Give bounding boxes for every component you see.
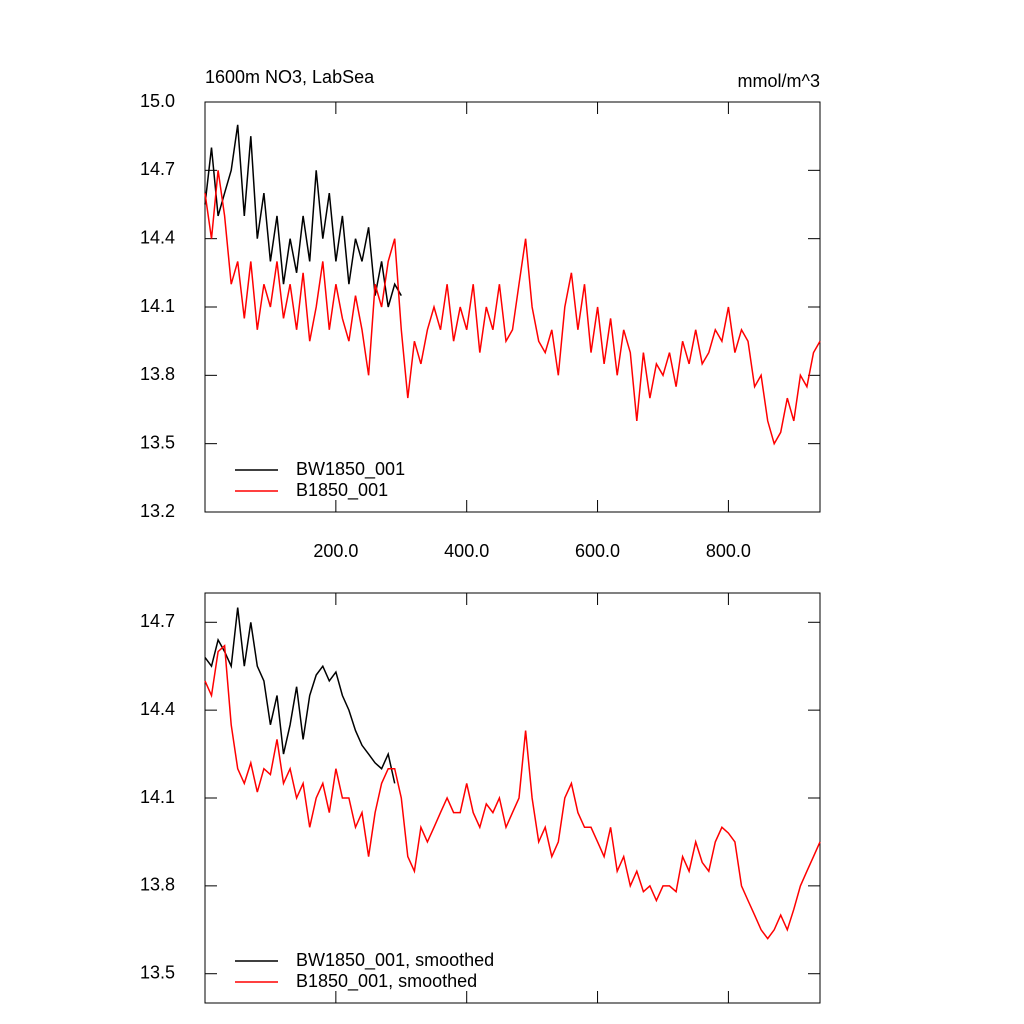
x-tick-label: 200.0 [313, 541, 358, 561]
y-tick-label: 13.5 [140, 432, 175, 452]
y-tick-label: 14.1 [140, 296, 175, 316]
legend-label: BW1850_001 [296, 459, 405, 480]
series-line [204, 124, 402, 308]
y-tick-label: 14.1 [140, 787, 175, 807]
x-tick-label: 800.0 [706, 541, 751, 561]
y-tick-label: 13.8 [140, 875, 175, 895]
y-tick-label: 14.7 [140, 159, 175, 179]
legend-label: B1850_001 [296, 480, 388, 501]
y-tick-label: 13.2 [140, 501, 175, 521]
legend-label: BW1850_001, smoothed [296, 950, 494, 971]
series-line [204, 644, 821, 940]
y-tick-label: 14.7 [140, 611, 175, 631]
units-label: mmol/m^3 [738, 71, 820, 91]
y-tick-label: 14.4 [140, 227, 175, 247]
chart-title: 1600m NO3, LabSea [205, 67, 375, 87]
y-tick-label: 15.0 [140, 91, 175, 111]
y-tick-label: 13.5 [140, 962, 175, 982]
legend-label: B1850_001, smoothed [296, 971, 477, 992]
series-line [204, 607, 396, 784]
y-tick-label: 14.4 [140, 699, 175, 719]
x-tick-label: 400.0 [444, 541, 489, 561]
series-line [204, 170, 821, 446]
y-tick-label: 13.8 [140, 364, 175, 384]
x-tick-label: 600.0 [575, 541, 620, 561]
